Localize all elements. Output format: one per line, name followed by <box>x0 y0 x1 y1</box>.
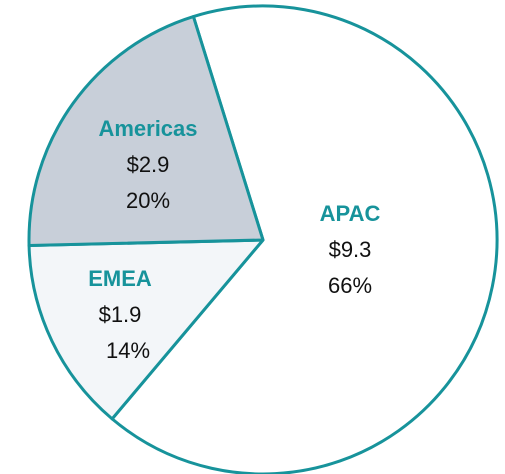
value-label: $9.3 <box>329 237 372 262</box>
slice-label: EMEA <box>88 266 152 291</box>
percent-label: 20% <box>126 188 170 213</box>
pie-slice <box>27 15 265 247</box>
value-label: $1.9 <box>99 302 142 327</box>
value-label: $2.9 <box>127 152 170 177</box>
slice-label: Americas <box>98 116 197 141</box>
percent-label: 66% <box>328 273 372 298</box>
slice-label: APAC <box>320 201 381 226</box>
percent-label: 14% <box>106 338 150 363</box>
pie-slice <box>110 4 499 474</box>
pie-slice <box>27 238 265 421</box>
